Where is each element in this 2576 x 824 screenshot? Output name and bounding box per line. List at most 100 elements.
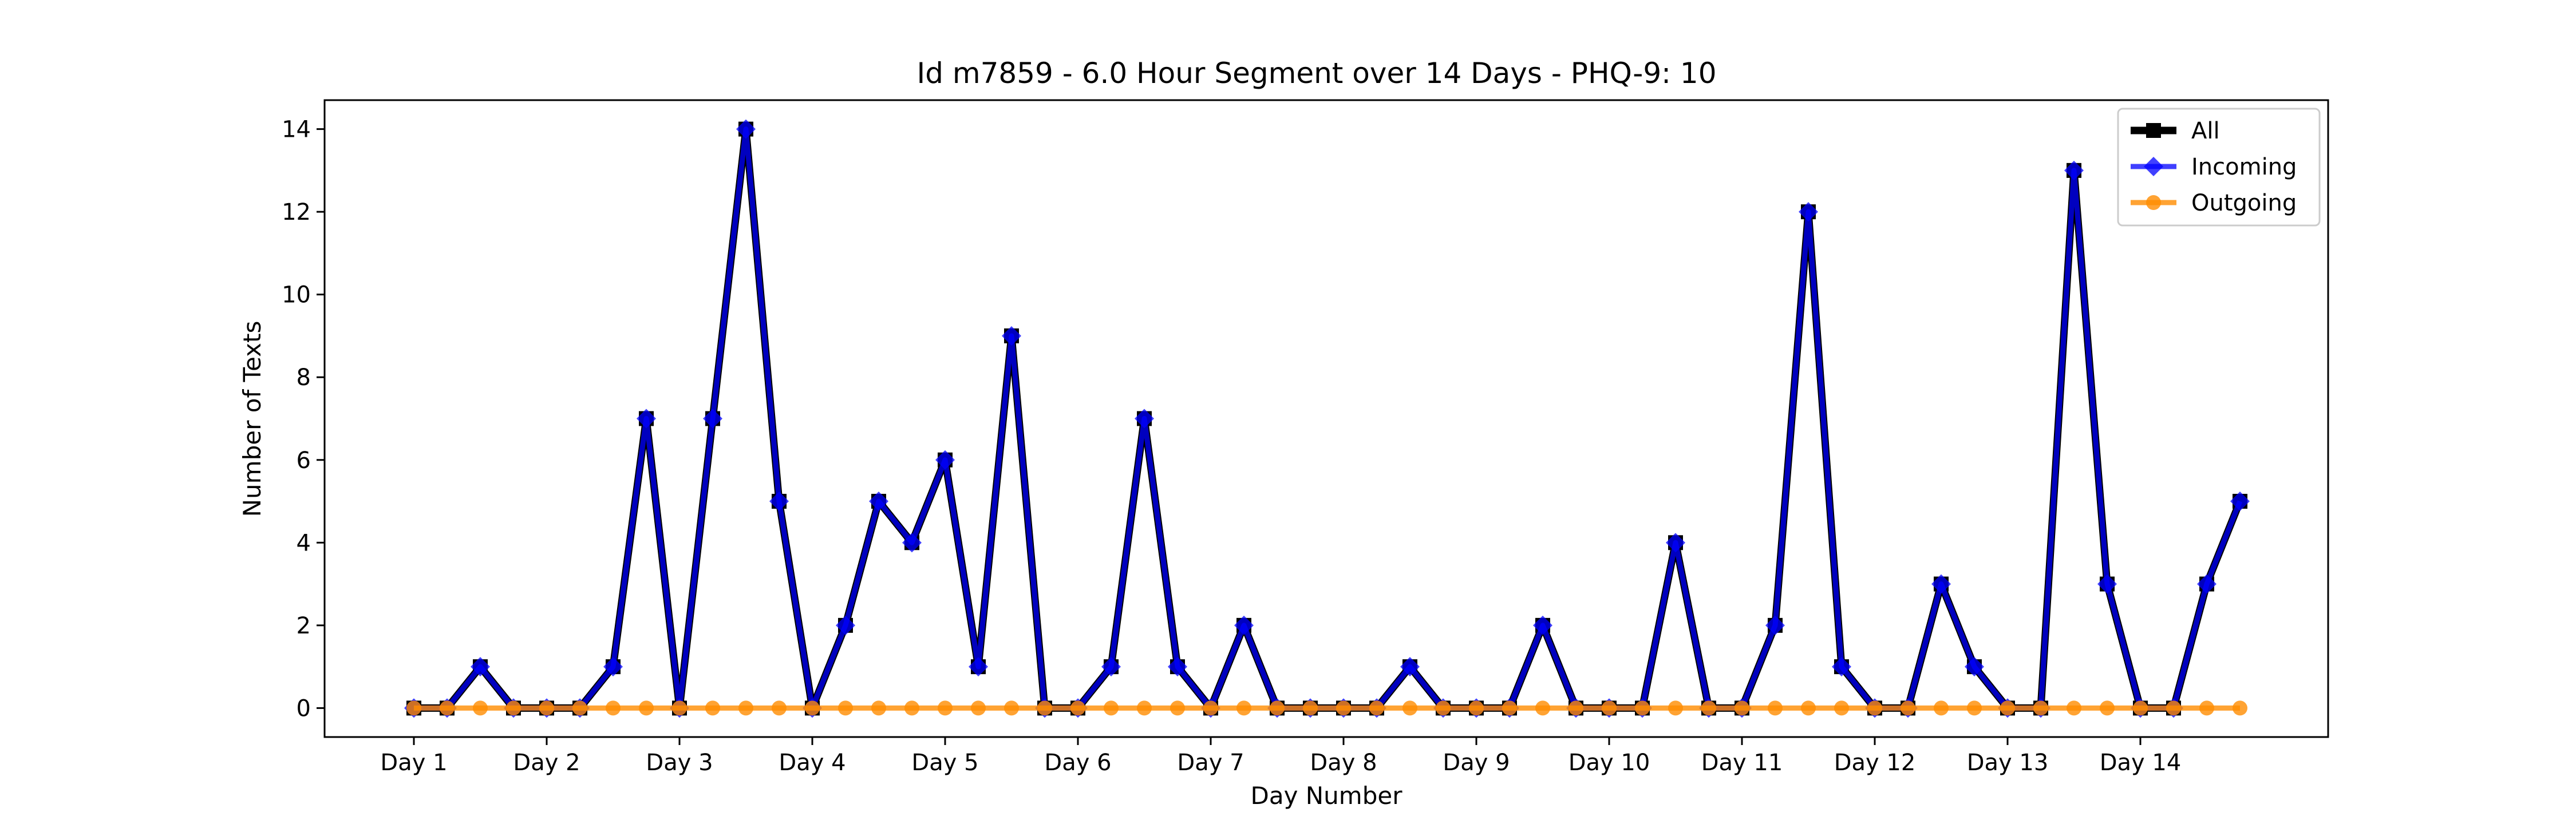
data-point-outgoing <box>1236 700 1251 716</box>
data-point-incoming <box>1135 409 1154 429</box>
legend-item-outgoing: Outgoing <box>2131 190 2297 216</box>
legend-item-all: All <box>2131 118 2220 144</box>
data-point-incoming <box>1666 533 1685 553</box>
data-point-incoming <box>1765 615 1785 635</box>
data-point-incoming <box>836 615 855 635</box>
data-point-incoming <box>869 492 888 512</box>
legend-marker <box>2146 195 2161 210</box>
legend-marker <box>2146 123 2161 138</box>
data-point-outgoing <box>2233 700 2247 716</box>
data-point-incoming <box>902 533 922 553</box>
legend-marker <box>2144 157 2163 176</box>
data-point-incoming <box>703 409 722 429</box>
data-point-outgoing <box>2033 700 2048 716</box>
x-tick-label: Day 7 <box>1177 750 1244 776</box>
legend-items: All Incoming Outgoing <box>2131 118 2297 216</box>
x-tick-label: Day 8 <box>1310 750 1377 776</box>
legend-box <box>2117 108 2321 227</box>
x-tick-label: Day 10 <box>1568 750 1650 776</box>
data-point-outgoing <box>1568 700 1583 716</box>
data-point-outgoing <box>1436 700 1451 716</box>
legend-item-incoming: Incoming <box>2131 154 2297 180</box>
data-point-outgoing <box>871 700 886 716</box>
data-point-outgoing <box>1701 700 1716 716</box>
data-point-incoming <box>1168 657 1187 677</box>
data-point-outgoing <box>1004 700 1019 716</box>
data-point-outgoing <box>1104 700 1119 716</box>
data-point-incoming <box>603 657 623 677</box>
series-line-incoming <box>414 126 2243 711</box>
series-layer <box>404 119 2250 718</box>
y-tick-label: 14 <box>282 117 311 143</box>
data-point-outgoing <box>2199 700 2214 716</box>
data-point-outgoing <box>1502 700 1517 716</box>
data-point-incoming <box>1002 326 1021 346</box>
data-point-incoming <box>2230 492 2250 512</box>
data-point-outgoing <box>2067 700 2081 716</box>
data-point-outgoing <box>1402 700 1417 716</box>
y-axis: 0 2 4 6 8 10 12 14 <box>282 117 325 722</box>
legend-label: Incoming <box>2191 154 2297 180</box>
data-point-outgoing <box>904 700 919 716</box>
data-point-outgoing <box>1070 700 1085 716</box>
data-point-outgoing <box>971 700 986 716</box>
data-point-incoming <box>969 657 988 677</box>
y-axis-label: Number of Texts <box>238 321 266 517</box>
x-tick-label: Day 6 <box>1044 750 1111 776</box>
data-point-outgoing <box>2166 700 2181 716</box>
data-point-outgoing <box>440 700 455 716</box>
data-point-incoming <box>736 119 756 139</box>
data-point-outgoing <box>539 700 554 716</box>
data-point-outgoing <box>1768 700 1783 716</box>
data-point-outgoing <box>406 700 421 716</box>
x-tick-label: Day 13 <box>1967 750 2049 776</box>
series-all <box>406 121 2247 716</box>
x-tick-label: Day 9 <box>1443 750 1510 776</box>
x-tick-label: Day 14 <box>2100 750 2182 776</box>
x-tick-label: Day 1 <box>380 750 447 776</box>
y-tick-label: 2 <box>297 613 311 639</box>
x-tick-label: Day 2 <box>513 750 580 776</box>
data-point-outgoing <box>1369 700 1384 716</box>
data-point-outgoing <box>473 700 488 716</box>
data-point-outgoing <box>1203 700 1218 716</box>
data-point-incoming <box>1965 657 1984 677</box>
x-tick-label: Day 11 <box>1701 750 1783 776</box>
data-point-incoming <box>2097 574 2117 594</box>
data-point-outgoing <box>1037 700 1052 716</box>
data-point-incoming <box>471 657 490 677</box>
data-point-incoming <box>1101 657 1121 677</box>
data-point-outgoing <box>838 700 853 716</box>
data-point-outgoing <box>1834 700 1849 716</box>
y-tick-label: 12 <box>282 199 311 225</box>
data-point-outgoing <box>772 700 787 716</box>
data-point-outgoing <box>1270 700 1285 716</box>
data-point-outgoing <box>1967 700 1982 716</box>
data-point-incoming <box>935 450 955 470</box>
data-point-outgoing <box>2000 700 2015 716</box>
data-point-outgoing <box>705 700 720 716</box>
data-point-outgoing <box>2100 700 2115 716</box>
data-point-outgoing <box>938 700 953 716</box>
y-tick-label: 8 <box>297 365 311 391</box>
data-point-incoming <box>1234 615 1254 635</box>
data-point-incoming <box>769 492 789 512</box>
data-point-outgoing <box>805 700 820 716</box>
y-tick-label: 0 <box>297 695 311 722</box>
data-point-outgoing <box>738 700 753 716</box>
x-axis: Day 1 Day 2 Day 3 Day 4 Day 5 Day 6 Day 7 Day 8… <box>380 737 2181 776</box>
data-point-outgoing <box>1137 700 1152 716</box>
data-point-outgoing <box>1934 700 1949 716</box>
x-tick-label: Day 4 <box>779 750 846 776</box>
data-point-incoming <box>1400 657 1420 677</box>
y-tick-label: 10 <box>282 282 311 308</box>
data-point-outgoing <box>672 700 687 716</box>
data-point-incoming <box>1931 574 1951 594</box>
data-point-outgoing <box>1635 700 1650 716</box>
data-point-outgoing <box>606 700 621 716</box>
data-point-outgoing <box>1668 700 1683 716</box>
x-tick-label: Day 12 <box>1834 750 1916 776</box>
y-tick-label: 4 <box>297 530 311 556</box>
data-point-incoming <box>1799 202 1818 222</box>
